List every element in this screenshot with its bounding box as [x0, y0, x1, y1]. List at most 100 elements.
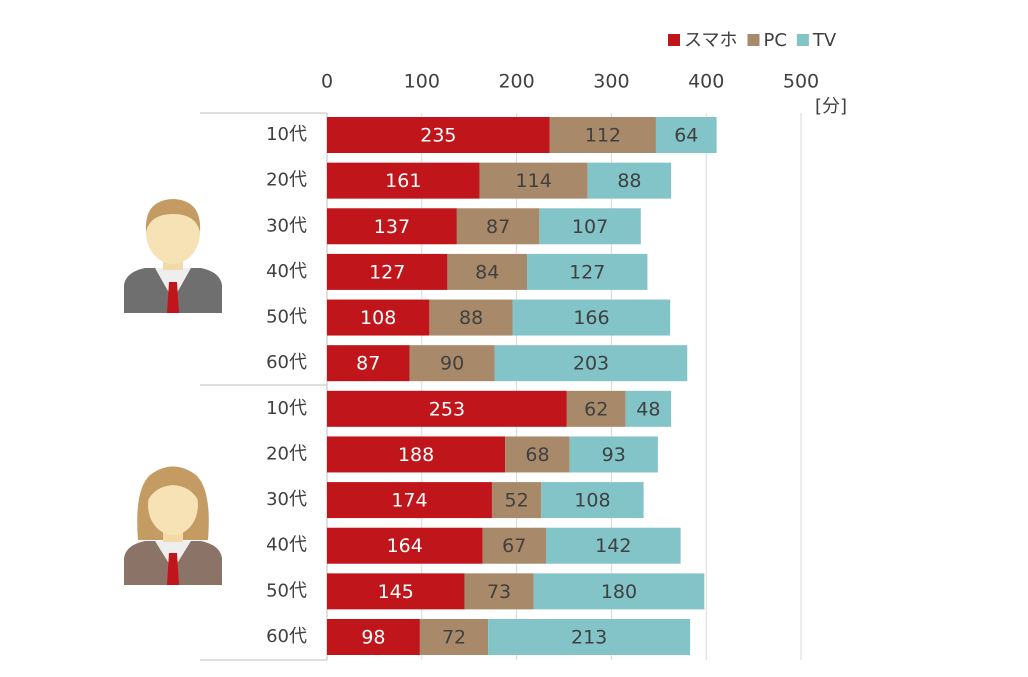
value-label: 127: [569, 261, 605, 283]
legend-label: PC: [763, 30, 786, 51]
value-label: 161: [385, 170, 421, 192]
bar-segment: [541, 482, 644, 519]
x-tick-label: 0: [321, 71, 333, 93]
x-axis-unit: [分]: [815, 96, 847, 117]
value-label: 108: [360, 307, 396, 329]
value-label: 68: [525, 444, 549, 466]
bar-segment: [527, 253, 648, 290]
legend-swatch: [668, 34, 680, 46]
value-label: 87: [356, 353, 380, 375]
value-label: 145: [378, 581, 414, 603]
value-label: 114: [516, 170, 552, 192]
bar-segment: [456, 208, 540, 245]
bar-segment: [512, 299, 671, 336]
value-label: 164: [387, 535, 423, 557]
bar-segment: [587, 162, 672, 199]
y-tick-label: 40代: [266, 261, 307, 282]
y-tick-label: 20代: [266, 170, 307, 191]
value-label: 107: [572, 216, 608, 238]
bar-segment: [539, 208, 641, 245]
value-label: 64: [674, 125, 698, 147]
y-tick-label: 30代: [266, 215, 307, 236]
y-tick-label: 40代: [266, 535, 307, 556]
value-label: 62: [584, 398, 608, 420]
x-tick-label: 300: [593, 71, 629, 93]
bar-segment: [327, 208, 457, 245]
value-label: 87: [486, 216, 510, 238]
bar-segment: [327, 345, 410, 382]
bar-segment: [327, 436, 506, 473]
value-label: 235: [420, 125, 456, 147]
value-label: 174: [391, 490, 427, 512]
value-label: 52: [505, 490, 529, 512]
bar-segment: [655, 117, 717, 153]
value-label: 73: [487, 581, 511, 603]
y-tick-label: 30代: [266, 489, 307, 510]
value-label: 112: [585, 125, 621, 147]
bar-segment: [327, 482, 492, 519]
bar-segment: [545, 527, 681, 564]
y-tick-label: 50代: [266, 307, 307, 328]
value-label: 84: [475, 261, 499, 283]
y-tick-label: 10代: [266, 124, 307, 145]
y-tick-label: 60代: [266, 626, 307, 647]
value-label: 180: [601, 581, 637, 603]
value-label: 90: [440, 353, 464, 375]
value-label: 72: [442, 627, 466, 649]
value-label: 203: [573, 353, 609, 375]
value-label: 188: [398, 444, 434, 466]
bar-segment: [447, 253, 528, 290]
y-tick-label: 60代: [266, 352, 307, 373]
bar-segment: [327, 527, 483, 564]
x-tick-label: 500: [783, 71, 819, 93]
bar-segment: [327, 573, 465, 610]
female-icon: [124, 466, 222, 585]
bar-segment: [327, 162, 480, 199]
bar-segment: [488, 619, 691, 655]
value-label: 108: [574, 490, 610, 512]
value-label: 67: [502, 535, 526, 557]
y-tick-label: 20代: [266, 443, 307, 464]
bar-segment: [505, 436, 570, 473]
value-label: 253: [429, 398, 465, 420]
value-label: 142: [595, 535, 631, 557]
bar-segment: [491, 482, 542, 519]
value-label: 88: [459, 307, 483, 329]
bar-segment: [419, 619, 489, 655]
male-icon: [124, 199, 222, 313]
bar-segment: [429, 299, 513, 336]
bar-segment: [327, 117, 550, 153]
bar-segment: [569, 436, 658, 473]
y-tick-label: 50代: [266, 580, 307, 601]
bar-segment: [482, 527, 546, 564]
bar-segment: [494, 345, 688, 382]
bar-segment: [327, 619, 420, 655]
bar-segment: [327, 390, 567, 427]
value-label: 93: [602, 444, 626, 466]
value-label: 48: [636, 398, 660, 420]
bar-segment: [549, 117, 656, 153]
value-label: 127: [369, 261, 405, 283]
value-label: 213: [571, 627, 607, 649]
value-label: 137: [374, 216, 410, 238]
bar-segment: [625, 390, 672, 427]
bar-segment: [327, 253, 448, 290]
bar-segment: [566, 390, 626, 427]
bar-segment: [533, 573, 705, 610]
x-tick-label: 400: [688, 71, 724, 93]
value-label: 98: [361, 627, 385, 649]
x-tick-label: 100: [404, 71, 440, 93]
y-tick-label: 10代: [266, 398, 307, 419]
value-label: 166: [573, 307, 609, 329]
legend-swatch: [747, 34, 760, 46]
bar-segment: [327, 299, 430, 336]
bar-segment: [479, 162, 588, 199]
bar-segment: [464, 573, 534, 610]
legend-label: スマホ: [684, 30, 737, 51]
legend-label: TV: [812, 30, 837, 51]
value-label: 88: [617, 170, 641, 192]
legend-swatch: [796, 34, 809, 46]
bar-segment: [409, 345, 495, 382]
x-tick-label: 200: [498, 71, 534, 93]
